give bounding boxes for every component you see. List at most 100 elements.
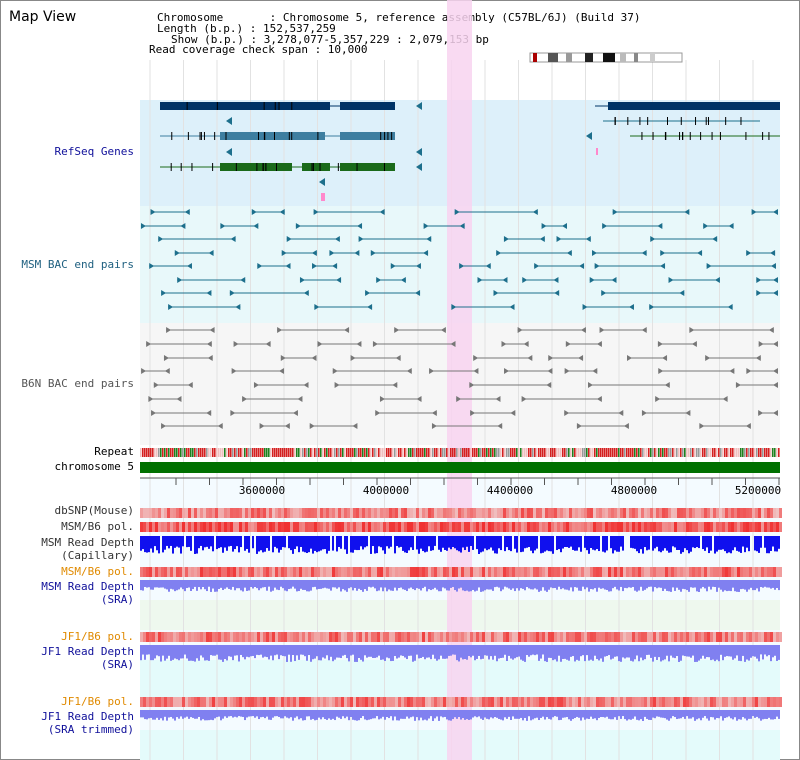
jf1-pol2-cell [644,697,647,707]
jf1-pol-cell [446,632,449,642]
jf1-pol2-cell [638,697,641,707]
msm-sra-depth-bar [522,580,524,589]
msm-sra-depth-bar [596,580,598,592]
msm-pol-cell [443,522,446,532]
jf1-sra-depth-bar [404,645,406,658]
b6n-bac-end [206,341,212,347]
jf1-sra-depth-bar [720,645,722,655]
msm-bac-end [285,263,291,269]
msm-pol2-cell [254,567,257,577]
jf1-pol2-cell [329,697,332,707]
msm-pol-cell [656,522,659,532]
msm-sra-depth-bar [486,580,488,590]
msm-pol2-cell [473,567,476,577]
jf1-trimmed-depth-bar [226,710,228,718]
msm-pol2-cell [482,567,485,577]
jf1-trimmed-depth-bar [726,710,728,718]
jf1-trimmed-depth-bar [484,710,486,718]
jf1-trimmed-depth-bar [328,710,330,719]
jf1-trimmed-depth-bar [386,710,388,718]
msm-pol2-cell [662,567,665,577]
jf1-pol-cell [626,632,629,642]
jf1-trimmed-depth-bar [286,710,288,718]
msm-pol-cell [413,522,416,532]
msm-pol2-cell [455,567,458,577]
msm-sra-depth-bar [426,580,428,592]
repeat-block [142,448,144,457]
repeat-block [482,448,484,457]
jf1-sra-depth-bar [308,645,310,656]
msm-pol-cell [578,522,581,532]
msm-capillary-depth-bar [412,536,414,550]
msm-pol2-cell [443,567,446,577]
jf1-pol-cell [485,632,488,642]
msm-bac-end [770,263,776,269]
msm-sra-depth-bar [652,580,654,592]
msm-pol2-cell [350,567,353,577]
repeat-block [254,448,256,457]
msm-sra-depth-bar [268,580,270,587]
jf1-pol2-cell [335,697,338,707]
repeat-block [298,448,300,457]
msm-pol2-cell [722,567,725,577]
msm-sra-depth-bar [196,580,198,591]
jf1-trimmed-depth-bar [460,710,462,720]
msm-capillary-depth-bar [480,536,482,553]
jf1-trimmed-depth-bar [512,710,514,717]
msm-capillary-depth-bar [292,536,294,554]
jf1-pol-cell [257,632,260,642]
jf1-sra-depth-bar [614,645,616,657]
repeat-block [532,448,534,457]
jf1-pol-cell [488,632,491,642]
dbsnp-label: dbSNP(Mouse) [54,504,134,517]
repeat-block [228,448,230,457]
msm-pol2-cell [218,567,221,577]
msm-bac-end [589,277,595,283]
jf1-trimmed-depth-bar [306,710,308,717]
msm-sra-depth-bar [208,580,210,587]
b6n-bac-end [151,410,157,416]
msm-capillary-depth-bar [410,536,412,548]
msm-capillary-depth-bar [630,536,632,548]
jf1-sra-depth-bar [210,645,212,656]
jf1-sra-depth-bar [340,645,342,659]
b6n-bac-end [497,423,503,429]
jf1-pol2-cell [188,697,191,707]
refseq-label[interactable]: RefSeq Genes [54,145,134,158]
jf1-pol-cell [560,632,563,642]
jf1-trimmed-depth-bar [520,710,522,718]
dbsnp-cell [716,508,719,518]
msm-capillary-depth-bar [580,536,582,552]
msm-bac-label[interactable]: MSM BAC end pairs [21,258,134,271]
msm-sra-depth-bar [734,580,736,592]
jf1-sra-depth-bar [562,645,564,659]
jf1-sra-depth-bar [148,645,150,655]
jf1-trimmed-depth-bar [342,710,344,717]
jf1-pol-cell [293,632,296,642]
msm-bac-end [390,263,396,269]
jf1-pol-cell [227,632,230,642]
jf1-pol-cell [536,632,539,642]
repeat-block [704,448,706,457]
dbsnp-cell [641,508,644,518]
jf1-sra-depth-bar [768,645,770,656]
jf1-trimmed-depth-bar [200,710,202,721]
msm-capillary-depth-bar [220,536,222,548]
b6n-bac-label[interactable]: B6N BAC end pairs [21,377,134,390]
msm-pol2-cell [512,567,515,577]
repeat-block [524,448,526,457]
msm-pol2-cell [200,567,203,577]
dbsnp-cell [659,508,662,518]
msm-sra-depth-bar [340,580,342,592]
repeat-block [270,448,272,457]
jf1-sra-depth-bar [230,645,232,657]
b6n-bac-end [641,327,647,333]
jf1-pol-cell [776,632,779,642]
msm-capillary-depth-bar [476,536,478,550]
coverage-span-info: Read coverage check span : 10,000 [149,43,368,56]
msm-pol2-cell [695,567,698,577]
ruler-label-1: 4000000 [363,484,409,497]
msm-bac-end [728,223,734,229]
b6n-bac-end [773,382,778,388]
